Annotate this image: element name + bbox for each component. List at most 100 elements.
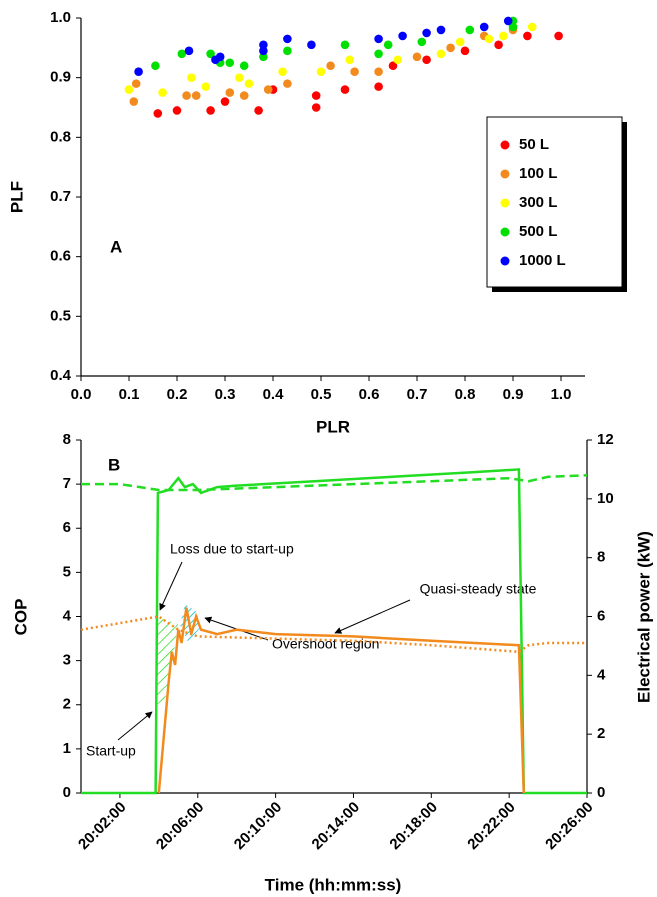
y2-tick-label: 12 bbox=[597, 431, 614, 448]
y2-tick-label: 2 bbox=[597, 725, 605, 742]
y-tick-label: 0 bbox=[63, 784, 71, 801]
data-point bbox=[283, 46, 292, 56]
y-tick-label: 2 bbox=[63, 696, 71, 713]
y-tick-label: 4 bbox=[63, 607, 72, 624]
x-tick-label: 20:26:00 bbox=[542, 799, 596, 853]
data-line bbox=[157, 607, 526, 794]
data-point bbox=[523, 31, 532, 41]
legend-label: 50 L bbox=[519, 136, 549, 153]
x-tick-label: 0.8 bbox=[455, 386, 476, 403]
data-point bbox=[225, 58, 235, 68]
data-point bbox=[422, 28, 431, 38]
loss-hatch bbox=[156, 617, 178, 705]
data-point bbox=[307, 40, 316, 50]
data-point bbox=[187, 73, 196, 82]
data-point bbox=[412, 52, 422, 62]
data-point bbox=[283, 79, 292, 88]
data-point bbox=[239, 61, 249, 71]
y-tick-label: 0.8 bbox=[50, 128, 71, 145]
y-axis-title: COP bbox=[11, 599, 30, 636]
legend-label: 500 L bbox=[519, 223, 557, 240]
data-point bbox=[177, 49, 187, 59]
data-point bbox=[374, 67, 383, 76]
y-tick-label: 3 bbox=[63, 652, 71, 669]
x-tick-label: 20:06:00 bbox=[153, 799, 207, 853]
data-point bbox=[278, 67, 287, 76]
data-point bbox=[479, 22, 489, 32]
legend-label: 1000 L bbox=[519, 252, 566, 269]
x-tick-label: 0.3 bbox=[215, 386, 236, 403]
x-tick-label: 20:10:00 bbox=[231, 799, 285, 853]
data-point bbox=[311, 91, 321, 100]
data-point bbox=[494, 40, 503, 50]
data-point bbox=[465, 25, 475, 35]
y2-tick-label: 4 bbox=[597, 666, 606, 683]
y-tick-label: 0.7 bbox=[50, 188, 71, 205]
data-point bbox=[326, 61, 335, 71]
data-point bbox=[124, 85, 134, 94]
data-point bbox=[398, 31, 407, 41]
legend-label: 100 L bbox=[519, 165, 557, 182]
data-point bbox=[215, 52, 225, 62]
data-point bbox=[374, 34, 383, 44]
data-point bbox=[158, 88, 167, 97]
data-point bbox=[184, 46, 194, 56]
data-point bbox=[134, 67, 143, 76]
y-tick-label: 5 bbox=[63, 563, 71, 580]
x-tick-label: 0.2 bbox=[167, 386, 188, 403]
data-point bbox=[374, 49, 383, 59]
data-point bbox=[508, 22, 518, 32]
data-point bbox=[350, 67, 359, 76]
legend-marker bbox=[500, 140, 510, 150]
data-point bbox=[283, 34, 292, 44]
annotation: Quasi-steady state bbox=[420, 581, 537, 597]
data-point bbox=[311, 103, 321, 112]
annotation: Start-up bbox=[86, 743, 136, 759]
y2-tick-label: 0 bbox=[597, 784, 605, 801]
x-tick-label: 20:02:00 bbox=[75, 799, 129, 853]
data-point bbox=[503, 16, 513, 26]
y2-tick-label: 10 bbox=[597, 490, 614, 507]
data-point bbox=[220, 97, 230, 106]
legend-marker bbox=[500, 256, 510, 266]
data-point bbox=[455, 37, 465, 47]
data-point bbox=[316, 67, 326, 76]
data-point bbox=[436, 49, 446, 59]
data-point bbox=[239, 91, 249, 100]
x-tick-label: 1.0 bbox=[551, 386, 572, 403]
data-point bbox=[460, 46, 470, 56]
data-point bbox=[153, 109, 163, 118]
data-point bbox=[259, 52, 268, 62]
data-point bbox=[446, 43, 455, 53]
data-point bbox=[131, 79, 141, 88]
x-tick-label: 20:22:00 bbox=[464, 799, 518, 853]
data-point bbox=[235, 73, 244, 82]
x-tick-label: 0.6 bbox=[359, 386, 380, 403]
panel-label: A bbox=[110, 237, 122, 256]
data-point bbox=[182, 91, 191, 100]
y-tick-label: 8 bbox=[63, 431, 71, 448]
data-point bbox=[554, 31, 563, 41]
data-point bbox=[388, 61, 398, 71]
y-tick-label: 0.6 bbox=[50, 248, 71, 265]
annotation: Loss due to start-up bbox=[170, 541, 294, 557]
y2-tick-label: 8 bbox=[597, 549, 605, 566]
y-tick-label: 6 bbox=[63, 519, 71, 536]
data-point bbox=[225, 88, 235, 97]
y-tick-label: 7 bbox=[63, 475, 71, 492]
data-point bbox=[383, 40, 393, 50]
data-line bbox=[81, 468, 587, 795]
data-point bbox=[345, 55, 355, 65]
data-line bbox=[81, 474, 588, 492]
legend-marker bbox=[500, 227, 510, 237]
data-point bbox=[527, 22, 537, 32]
y-tick-label: 0.4 bbox=[50, 367, 72, 384]
y-tick-label: 0.5 bbox=[50, 307, 71, 324]
data-point bbox=[201, 82, 211, 91]
x-tick-label: 0.5 bbox=[311, 386, 332, 403]
y2-tick-label: 6 bbox=[597, 607, 605, 624]
data-point bbox=[499, 31, 508, 41]
data-point bbox=[254, 106, 263, 115]
legend-label: 300 L bbox=[519, 194, 557, 211]
